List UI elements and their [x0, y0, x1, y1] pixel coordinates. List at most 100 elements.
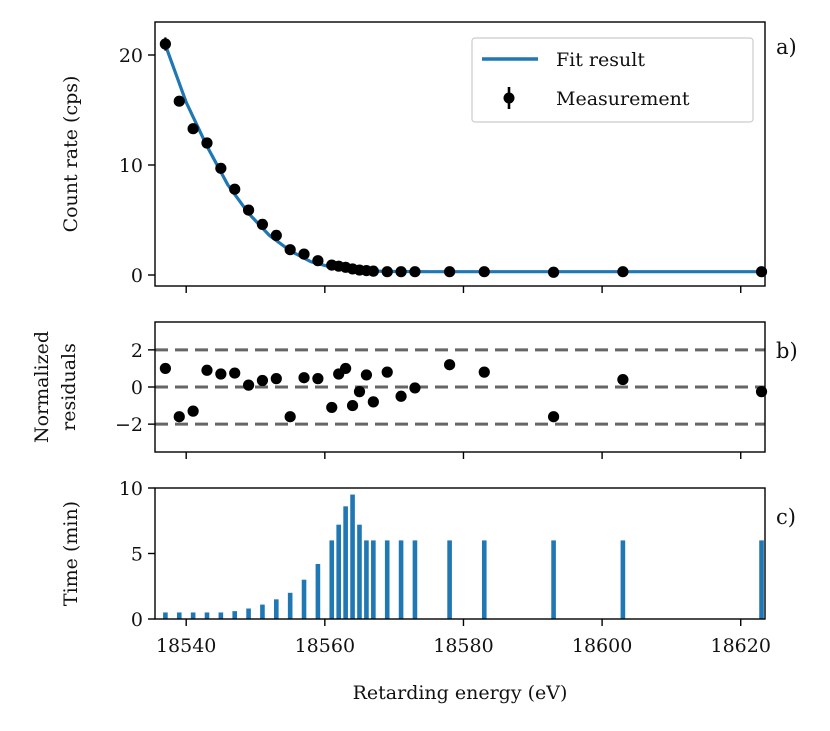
time-bar	[447, 540, 452, 619]
time-bar	[357, 524, 362, 619]
legend-fit-label: Fit result	[556, 49, 645, 71]
residual-point	[353, 386, 366, 398]
panel-b-ytick-label: −2	[115, 414, 143, 436]
panel-c-ytick-label: 10	[119, 478, 143, 500]
residual-point	[187, 405, 199, 417]
residual-point	[312, 373, 324, 385]
measurement-point	[187, 123, 199, 135]
time-bar	[287, 592, 293, 619]
measurement-point	[215, 162, 227, 174]
residual-point	[409, 382, 421, 394]
residual-point	[326, 401, 338, 414]
measurement-point	[159, 38, 171, 50]
residual-point	[256, 374, 269, 387]
time-bar	[315, 563, 321, 619]
panel-b-tag: b)	[776, 339, 798, 363]
panel-b-ylabel-line1: Normalized	[31, 331, 53, 443]
time-bar	[620, 540, 626, 619]
residual-point	[159, 362, 171, 375]
panel-b-residuals: 2 0 −2 Normalized residuals b)	[31, 321, 798, 459]
time-bar	[176, 612, 182, 619]
time-bar	[364, 540, 369, 619]
panel-c-ytick-label: 0	[131, 609, 143, 631]
residual-point	[346, 399, 359, 412]
measurement-point	[173, 95, 185, 107]
panel-a-ytick-label: 10	[119, 155, 143, 177]
time-bar	[412, 540, 418, 619]
panel-a-tag: a)	[776, 35, 797, 59]
time-bar	[384, 540, 390, 619]
measurement-point	[270, 229, 282, 241]
residual-point	[547, 411, 560, 423]
measurement-point	[298, 248, 310, 260]
time-bar	[218, 612, 224, 619]
measurement-point	[547, 266, 560, 278]
time-bar	[274, 599, 279, 619]
time-bar	[336, 524, 341, 619]
time-bar	[551, 540, 556, 619]
measurement-point	[367, 265, 379, 277]
time-bar	[301, 579, 307, 619]
time-bar	[350, 494, 355, 619]
legend-box	[471, 37, 754, 123]
measurement-point	[256, 218, 269, 230]
x-tick-label: 18620	[711, 635, 771, 657]
residual-point	[444, 359, 456, 371]
legend: Fit result Measurement	[471, 37, 754, 123]
panel-b-ytick-label: 0	[131, 377, 143, 399]
residual-point	[298, 372, 310, 384]
measurement-point	[201, 137, 213, 149]
legend-measurement-label: Measurement	[556, 88, 690, 110]
panel-a-ytick-label: 20	[119, 45, 143, 67]
legend-measurement-marker	[503, 92, 515, 104]
time-bar	[204, 612, 210, 619]
panel-c-ytick-label: 5	[131, 544, 143, 566]
panel-c-ylabel: Time (min)	[60, 501, 82, 606]
time-bar	[759, 540, 764, 619]
residual-point	[270, 373, 282, 385]
residual-point	[617, 373, 629, 386]
time-bar	[163, 612, 168, 619]
x-tick-label: 18600	[572, 635, 632, 657]
residual-series	[159, 359, 768, 423]
panel-a-count-rate: 0 10 20 Count rate (cps) a) Fit result Mea…	[60, 21, 797, 293]
residual-point	[340, 362, 352, 375]
time-bar	[343, 506, 348, 619]
residual-point	[229, 367, 241, 379]
residual-point	[173, 411, 185, 423]
x-tick-label: 18560	[295, 635, 355, 657]
residual-point	[215, 368, 227, 380]
measurement-point	[409, 266, 421, 278]
residual-point	[201, 364, 213, 376]
measurement-point	[242, 204, 255, 216]
time-bar	[232, 611, 238, 619]
panel-c-time: 0 5 10 18540 18560 18580 18600 18620 Time (min…	[60, 478, 796, 704]
residual-point	[284, 411, 296, 423]
measurement-point	[312, 255, 324, 267]
panel-b-ylabel-line2: residuals	[58, 343, 80, 431]
residual-point	[242, 379, 255, 391]
time-bar	[481, 540, 487, 619]
measurement-point	[617, 266, 629, 278]
residual-point	[367, 396, 379, 408]
measurement-point	[395, 266, 407, 278]
measurement-point	[284, 244, 296, 256]
time-bar	[246, 608, 251, 619]
measurement-point	[381, 266, 393, 278]
measurement-point	[229, 183, 241, 195]
time-bars	[163, 494, 764, 619]
panel-a-ytick-label: 0	[131, 265, 143, 287]
residual-point	[395, 390, 407, 402]
panel-a-axes-frame	[154, 21, 766, 287]
time-bar	[398, 540, 404, 619]
time-bar	[329, 540, 335, 619]
panel-a-ylabel: Count rate (cps)	[60, 76, 82, 233]
panel-c-axes-frame	[154, 487, 766, 620]
time-bar	[371, 540, 376, 619]
panel-b-ytick-label: 2	[131, 340, 143, 362]
measurement-series	[159, 37, 768, 278]
residual-point	[381, 366, 393, 378]
time-bar	[260, 604, 265, 619]
time-bar	[190, 612, 196, 619]
